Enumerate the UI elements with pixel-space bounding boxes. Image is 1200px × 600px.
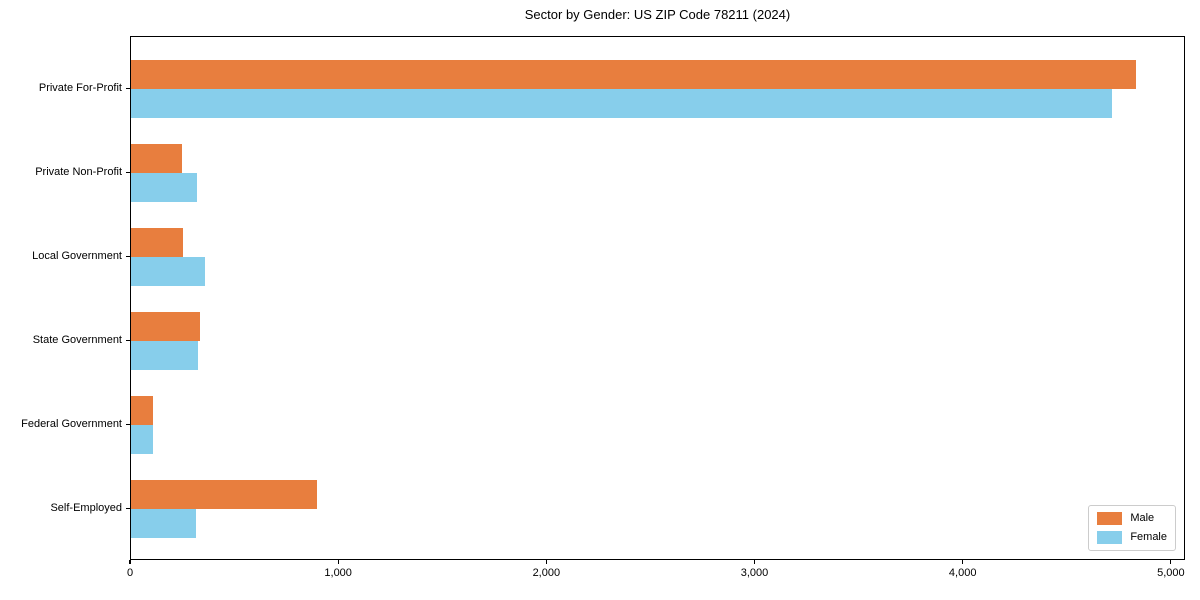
x-tick-label-2000: 2,000: [532, 567, 561, 579]
plot-area: Male Female: [130, 36, 1185, 560]
x-tick-4000: [962, 560, 964, 564]
female-series-swatch: [1097, 531, 1123, 544]
x-tick-label-0: 0: [126, 567, 134, 579]
y-tick-label-federal-government: Federal Government: [21, 418, 122, 430]
chart-title: Sector by Gender: US ZIP Code 78211 (202…: [524, 7, 791, 22]
bar-male-private-for-profit: [131, 60, 1137, 89]
legend-label-female: Female: [1130, 531, 1167, 543]
legend-label-male: Male: [1130, 512, 1155, 524]
y-tick-private-non-profit: [126, 172, 130, 174]
legend-entry-male: Male: [1097, 512, 1167, 525]
legend: Male Female: [1088, 505, 1176, 551]
x-tick-label-4000: 4,000: [948, 567, 977, 579]
x-tick-5000: [1170, 560, 1172, 564]
bar-male-private-non-profit: [131, 144, 182, 173]
y-tick-label-private-non-profit: Private Non-Profit: [35, 166, 122, 178]
bar-female-federal-government: [131, 425, 153, 454]
x-tick-1000: [337, 560, 339, 564]
bar-female-state-government: [131, 341, 199, 370]
bar-male-local-government: [131, 228, 184, 257]
bar-female-private-for-profit: [131, 89, 1112, 118]
x-tick-label-5000: 5,000: [1157, 567, 1185, 579]
x-tick-0: [129, 560, 131, 564]
y-tick-local-government: [126, 256, 130, 258]
y-tick-private-for-profit: [126, 88, 130, 90]
male-series-swatch: [1097, 512, 1123, 525]
x-tick-2000: [545, 560, 547, 564]
bar-male-state-government: [131, 312, 201, 341]
y-tick-label-private-for-profit: Private For-Profit: [38, 82, 122, 94]
y-tick-label-state-government: State Government: [32, 334, 122, 346]
bar-male-federal-government: [131, 396, 154, 425]
bar-female-local-government: [131, 257, 206, 286]
bar-female-private-non-profit: [131, 173, 197, 202]
y-tick-self-employed: [126, 508, 130, 510]
y-tick-label-local-government: Local Government: [32, 250, 122, 262]
x-tick-label-1000: 1,000: [324, 567, 352, 579]
x-tick-label-3000: 3,000: [740, 567, 769, 579]
legend-entry-female: Female: [1097, 531, 1167, 544]
bar-male-self-employed: [131, 480, 318, 509]
y-tick-state-government: [126, 340, 130, 342]
x-tick-3000: [753, 560, 756, 564]
y-tick-federal-government: [126, 424, 130, 426]
y-tick-label-self-employed: Self-Employed: [50, 502, 122, 514]
bar-female-self-employed: [131, 509, 197, 538]
